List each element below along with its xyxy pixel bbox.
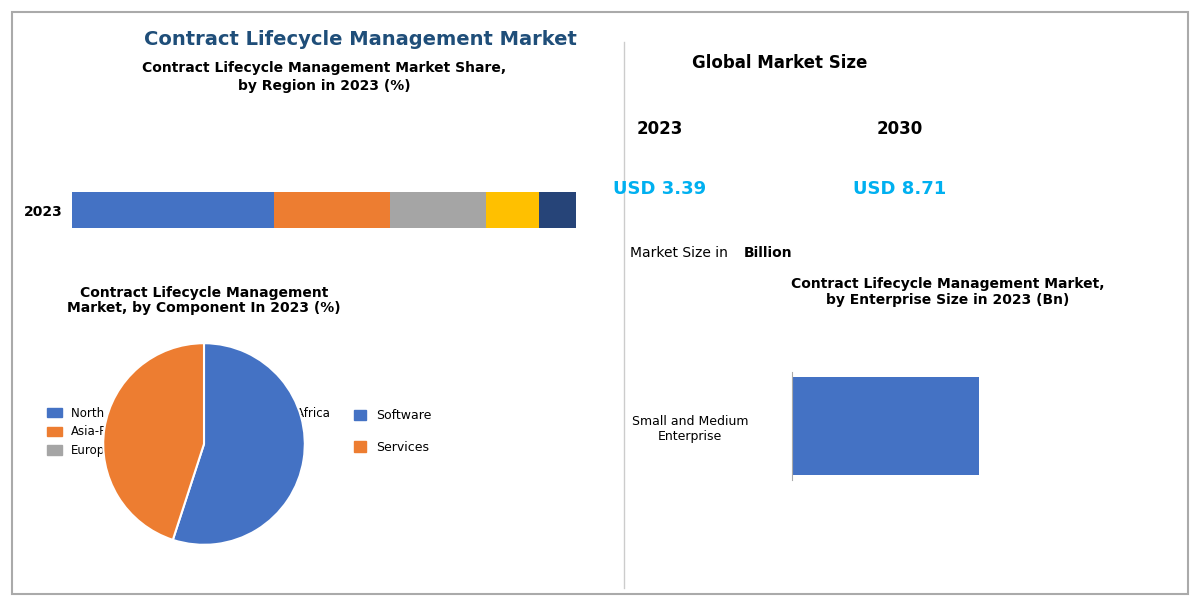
Text: Contract Lifecycle Management Market,: Contract Lifecycle Management Market, [791, 277, 1105, 291]
Text: 2023: 2023 [637, 120, 683, 138]
Text: Market Size in: Market Size in [630, 246, 732, 260]
Text: 2030: 2030 [877, 120, 923, 138]
Legend: North America, Asia-Pacific, Europe, Middle East and Africa, South America: North America, Asia-Pacific, Europe, Mid… [43, 402, 335, 462]
Text: Billion: Billion [744, 246, 793, 260]
Bar [274, 192, 390, 228]
Text: by Region in 2023 (%): by Region in 2023 (%) [238, 79, 410, 93]
Text: USD 3.39: USD 3.39 [613, 180, 707, 198]
Bar [72, 192, 274, 228]
Bar [486, 192, 539, 228]
Text: Contract Lifecycle Management: Contract Lifecycle Management [80, 286, 328, 300]
Text: Contract Lifecycle Management Market: Contract Lifecycle Management Market [144, 30, 576, 49]
Text: Small and Medium
Enterprise: Small and Medium Enterprise [631, 415, 749, 443]
Legend: Software, Services: Software, Services [349, 404, 437, 459]
Bar [539, 192, 576, 228]
Text: USD 8.71: USD 8.71 [853, 180, 947, 198]
Bar [792, 377, 979, 475]
Text: Market, by Component In 2023 (%): Market, by Component In 2023 (%) [67, 301, 341, 315]
Text: Global Market Size: Global Market Size [692, 54, 868, 72]
Bar [390, 192, 486, 228]
Text: Contract Lifecycle Management Market Share,: Contract Lifecycle Management Market Sha… [142, 61, 506, 75]
Text: by Enterprise Size in 2023 (Bn): by Enterprise Size in 2023 (Bn) [827, 293, 1069, 307]
Wedge shape [103, 343, 204, 540]
Wedge shape [173, 343, 305, 545]
